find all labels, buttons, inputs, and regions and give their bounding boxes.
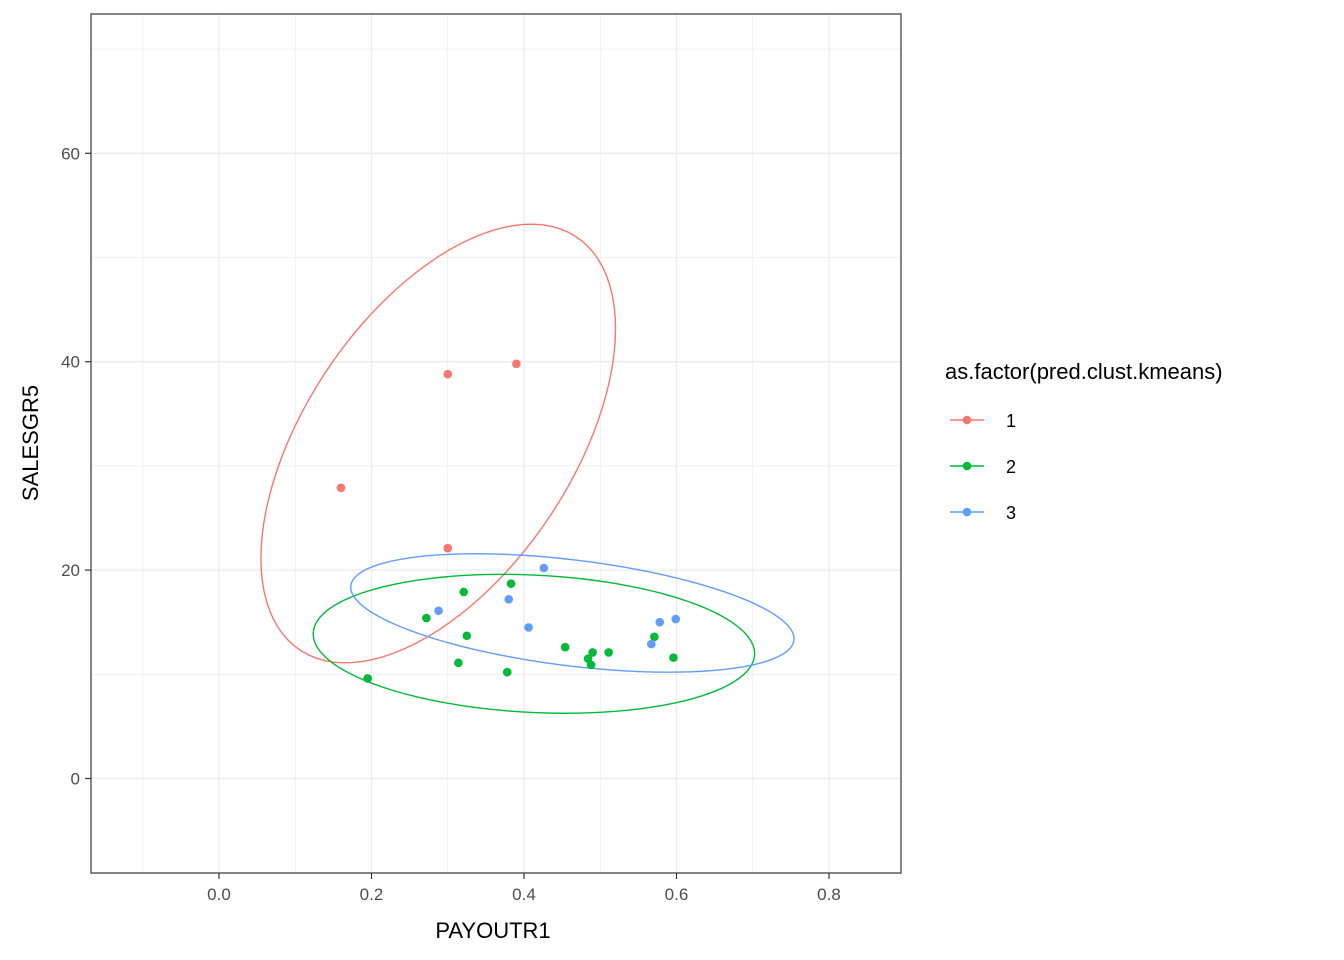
- point-cluster-2: [604, 648, 613, 657]
- point-cluster-2: [669, 653, 678, 662]
- y-axis-ticks: 0 20 40 60: [61, 144, 91, 789]
- legend-label-1: 1: [1006, 411, 1016, 431]
- ellipse-cluster-2: [312, 573, 756, 714]
- x-tick-label: 0.0: [207, 885, 231, 904]
- ellipse-cluster-3: [349, 553, 795, 673]
- plot-panel-border: [90, 13, 902, 874]
- point-cluster-1: [443, 543, 453, 553]
- x-tick-label: 0.8: [817, 885, 841, 904]
- point-cluster-3: [647, 639, 656, 649]
- legend-title: as.factor(pred.clust.kmeans): [945, 359, 1223, 384]
- legend-label-3: 3: [1006, 503, 1016, 523]
- point-cluster-2: [502, 667, 512, 677]
- x-tick-label: 0.4: [512, 885, 536, 904]
- legend-key-point-2: [962, 461, 972, 471]
- x-tick-label: 0.6: [665, 885, 689, 904]
- point-cluster-2: [422, 613, 431, 623]
- point-cluster-2: [650, 632, 659, 642]
- legend-items: 1 2 3: [950, 411, 1016, 523]
- y-tick-label: 60: [61, 144, 80, 163]
- point-cluster-3: [671, 614, 681, 624]
- point-cluster-2: [506, 579, 516, 588]
- point-cluster-2: [560, 642, 570, 652]
- legend-label-2: 2: [1006, 457, 1016, 477]
- point-cluster-3: [504, 594, 514, 604]
- y-tick-label: 20: [61, 561, 80, 580]
- x-tick-label: 0.2: [360, 885, 384, 904]
- x-axis-ticks: 0.0 0.2 0.4 0.6 0.8: [207, 873, 841, 904]
- ellipse-cluster-1: [260, 223, 617, 664]
- grid-minor: [91, 14, 901, 873]
- point-cluster-2: [586, 660, 596, 670]
- y-tick-label: 40: [61, 353, 80, 372]
- legend: as.factor(pred.clust.kmeans) 1 2 3: [945, 359, 1223, 523]
- point-cluster-2: [454, 658, 463, 668]
- legend-key-point-3: [962, 507, 972, 517]
- legend-key-point-1: [962, 415, 972, 425]
- point-cluster-3: [539, 563, 549, 573]
- point-cluster-3: [434, 606, 443, 616]
- point-cluster-3: [524, 623, 533, 632]
- y-tick-label: 0: [71, 770, 80, 789]
- point-cluster-2: [588, 648, 597, 657]
- point-cluster-1: [336, 483, 346, 493]
- grid-major: [91, 14, 901, 873]
- point-cluster-2: [363, 674, 372, 683]
- x-axis-title: PAYOUTR1: [435, 918, 550, 943]
- point-cluster-3: [655, 617, 665, 627]
- y-axis-title: SALESGR5: [18, 385, 43, 501]
- confidence-ellipses: [260, 223, 795, 714]
- data-points: [336, 359, 681, 683]
- point-cluster-2: [459, 587, 469, 597]
- point-cluster-2: [462, 631, 472, 641]
- plot-panel-background: [91, 14, 901, 873]
- point-cluster-1: [443, 369, 453, 379]
- point-cluster-1: [512, 359, 521, 369]
